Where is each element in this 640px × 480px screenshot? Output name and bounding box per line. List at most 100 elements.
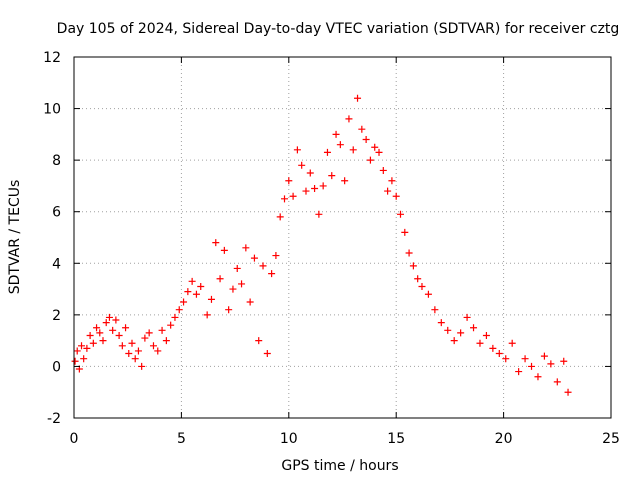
data-point <box>225 306 233 314</box>
data-point <box>345 115 353 123</box>
data-point <box>99 337 107 345</box>
data-point <box>207 295 215 303</box>
data-point <box>188 277 196 285</box>
data-point <box>131 355 139 363</box>
data-point <box>109 326 117 334</box>
data-point <box>149 342 157 350</box>
grid-lines <box>74 57 611 418</box>
data-point <box>184 288 192 296</box>
data-points <box>71 94 572 396</box>
data-point <box>216 275 224 283</box>
data-point <box>293 146 301 154</box>
data-point <box>311 185 319 193</box>
data-point <box>80 355 88 363</box>
data-point <box>405 249 413 257</box>
data-point <box>336 141 344 149</box>
data-point <box>444 326 452 334</box>
x-tick-label: 15 <box>387 431 405 447</box>
data-point <box>349 146 357 154</box>
data-point <box>540 352 548 360</box>
data-point <box>255 337 263 345</box>
data-point <box>289 192 297 200</box>
data-point <box>463 313 471 321</box>
y-tick-label: 6 <box>52 205 61 221</box>
data-point <box>358 125 366 133</box>
data-point <box>212 239 220 247</box>
data-point <box>508 339 516 347</box>
x-tick-label: 20 <box>495 431 513 447</box>
data-point <box>379 166 387 174</box>
data-point <box>437 319 445 327</box>
data-point <box>302 187 310 195</box>
data-point <box>89 339 97 347</box>
data-point <box>192 290 200 298</box>
data-point <box>250 254 258 262</box>
data-point <box>388 177 396 185</box>
data-point <box>515 368 523 376</box>
chart-title: Day 105 of 2024, Sidereal Day-to-day VTE… <box>57 21 620 37</box>
data-point <box>272 252 280 260</box>
data-point <box>424 290 432 298</box>
data-point <box>105 313 113 321</box>
data-point <box>362 136 370 144</box>
data-point <box>323 148 331 156</box>
y-tick-label: 12 <box>43 50 61 66</box>
x-tick-label: 25 <box>602 431 620 447</box>
data-point <box>495 350 503 358</box>
data-point <box>502 355 510 363</box>
data-point <box>470 324 478 332</box>
y-tick-label: 4 <box>52 256 61 272</box>
data-point <box>233 264 241 272</box>
data-point <box>118 342 126 350</box>
data-point <box>528 362 536 370</box>
data-point <box>125 350 133 358</box>
data-point <box>457 329 465 337</box>
data-point <box>319 182 327 190</box>
data-point <box>259 262 267 270</box>
data-point <box>298 161 306 169</box>
data-point <box>354 94 362 102</box>
data-point <box>276 213 284 221</box>
data-point <box>141 334 149 342</box>
data-point <box>489 344 497 352</box>
data-point <box>145 329 153 337</box>
data-point <box>203 311 211 319</box>
data-point <box>482 331 490 339</box>
data-point <box>229 285 237 293</box>
data-point <box>564 388 572 396</box>
data-point <box>171 313 179 321</box>
data-point <box>392 192 400 200</box>
x-tick-label: 0 <box>70 431 79 447</box>
y-axis-label: SDTVAR / TECUs <box>7 180 23 295</box>
data-point <box>431 306 439 314</box>
data-point <box>238 280 246 288</box>
data-point <box>102 319 110 327</box>
data-point <box>128 339 136 347</box>
y-tick-label: 10 <box>43 102 61 118</box>
data-point <box>371 143 379 151</box>
data-point <box>78 342 86 350</box>
x-axis-label: GPS time / hours <box>281 458 398 474</box>
data-point <box>315 210 323 218</box>
x-tick-label: 5 <box>177 431 186 447</box>
data-point <box>71 357 79 365</box>
data-point <box>93 324 101 332</box>
data-point <box>115 331 123 339</box>
data-point <box>450 337 458 345</box>
y-tick-label: 2 <box>52 308 61 324</box>
data-point <box>409 262 417 270</box>
x-tick-label: 10 <box>280 431 298 447</box>
data-point <box>384 187 392 195</box>
data-point <box>134 347 142 355</box>
data-point <box>268 270 276 278</box>
data-point <box>328 172 336 180</box>
data-point <box>83 344 91 352</box>
data-point <box>96 329 104 337</box>
data-point <box>220 246 228 254</box>
data-point <box>281 195 289 203</box>
data-point <box>158 326 166 334</box>
data-point <box>306 169 314 177</box>
plot-frame <box>73 56 612 419</box>
data-point <box>197 282 205 290</box>
